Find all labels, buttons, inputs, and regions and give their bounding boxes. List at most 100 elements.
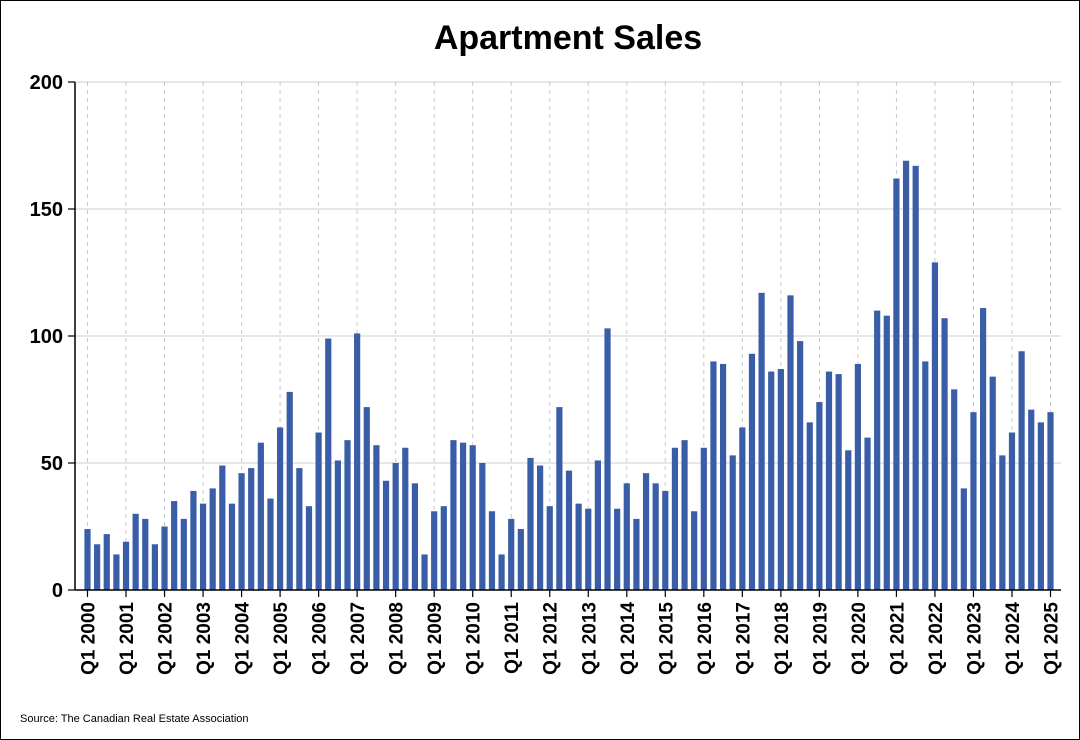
bar	[546, 506, 553, 590]
bars-layer	[84, 160, 1054, 591]
x-tick-label: Q1 2001	[117, 602, 138, 675]
bar	[806, 422, 813, 590]
bar	[825, 371, 833, 590]
bar	[459, 442, 467, 590]
bar	[748, 353, 756, 590]
bar	[999, 455, 1006, 590]
bar	[787, 295, 794, 590]
bar	[382, 480, 390, 590]
bar	[642, 473, 650, 590]
x-tick-label: Q1 2025	[1042, 602, 1063, 675]
bar	[171, 501, 178, 590]
bar	[305, 506, 313, 590]
y-axis-ticks: 0 50 100 150 200	[30, 72, 63, 602]
bar	[238, 473, 245, 590]
x-tick-label: Q1 2008	[387, 602, 408, 675]
bar	[556, 407, 563, 590]
bar	[864, 437, 871, 590]
y-tick-label: 50	[41, 453, 63, 475]
bar	[257, 442, 264, 590]
x-tick-label: Q1 2023	[964, 602, 985, 675]
bar	[854, 363, 861, 590]
bar	[363, 407, 370, 590]
bar	[402, 447, 409, 590]
bar	[286, 391, 293, 590]
bar	[1047, 412, 1054, 590]
bar	[296, 468, 303, 590]
bar	[1018, 351, 1025, 590]
x-tick-label: Q1 2005	[271, 602, 292, 675]
bar	[691, 511, 698, 590]
bar	[469, 445, 476, 590]
bar	[931, 262, 939, 590]
x-tick-label: Q1 2016	[695, 602, 716, 675]
bar	[922, 361, 929, 590]
bar	[209, 488, 216, 590]
bar	[132, 513, 139, 590]
bar	[565, 470, 573, 590]
x-tick-label: Q1 2003	[194, 602, 215, 675]
bar	[652, 483, 659, 590]
y-tick-label: 150	[30, 199, 63, 221]
x-tick-label: Q1 2018	[772, 602, 793, 675]
bar	[373, 445, 380, 590]
y-tick-label: 200	[30, 72, 63, 94]
x-tick-label: Q1 2013	[579, 602, 600, 675]
x-tick-label: Q1 2000	[79, 602, 100, 675]
bar	[122, 541, 130, 590]
x-tick-label: Q1 2022	[926, 602, 947, 675]
bar	[970, 412, 977, 590]
x-tick-label: Q1 2020	[849, 602, 870, 675]
bar	[421, 554, 428, 590]
axes-layer	[68, 81, 1061, 597]
bar	[614, 508, 621, 590]
x-tick-label: Q1 2014	[618, 602, 639, 675]
bar	[777, 369, 784, 590]
bar	[440, 506, 447, 590]
bar	[537, 465, 544, 590]
bar	[411, 483, 419, 590]
bar	[334, 460, 341, 590]
bar	[180, 518, 187, 590]
bar	[912, 165, 919, 590]
bar	[94, 544, 101, 590]
bar	[517, 529, 524, 590]
bar	[113, 554, 120, 590]
bar	[633, 518, 640, 590]
x-tick-label: Q1 2011	[502, 602, 523, 674]
bar	[450, 440, 457, 590]
chart-title: Apartment Sales	[434, 19, 702, 57]
bar	[719, 363, 727, 590]
x-tick-label: Q1 2002	[156, 602, 177, 675]
bar	[527, 457, 534, 590]
bar	[797, 341, 804, 590]
bar	[883, 315, 890, 590]
bar	[315, 432, 322, 590]
x-tick-label: Q1 2019	[810, 602, 831, 675]
bar	[498, 554, 505, 590]
bar	[479, 463, 486, 590]
x-axis-ticks: Q1 2000 Q1 2001 Q1 2002 Q1 2003 Q1 2004 Q1 20…	[79, 602, 1063, 675]
bar	[267, 498, 274, 590]
bar	[989, 376, 996, 590]
x-tick-label: Q1 2010	[464, 602, 485, 675]
bar	[816, 402, 823, 590]
bar	[585, 508, 592, 590]
bar	[623, 483, 630, 590]
bar	[431, 511, 438, 590]
bar	[1008, 432, 1016, 590]
bar	[277, 427, 284, 590]
bar	[893, 178, 900, 590]
x-tick-label: Q1 2021	[887, 602, 908, 675]
bar	[1028, 409, 1035, 590]
bar	[84, 529, 91, 590]
bar	[228, 503, 236, 590]
bar	[161, 526, 168, 590]
bar	[488, 511, 496, 590]
bar	[344, 440, 351, 590]
bar	[1037, 422, 1044, 590]
bar	[219, 465, 226, 590]
bar	[729, 455, 736, 590]
